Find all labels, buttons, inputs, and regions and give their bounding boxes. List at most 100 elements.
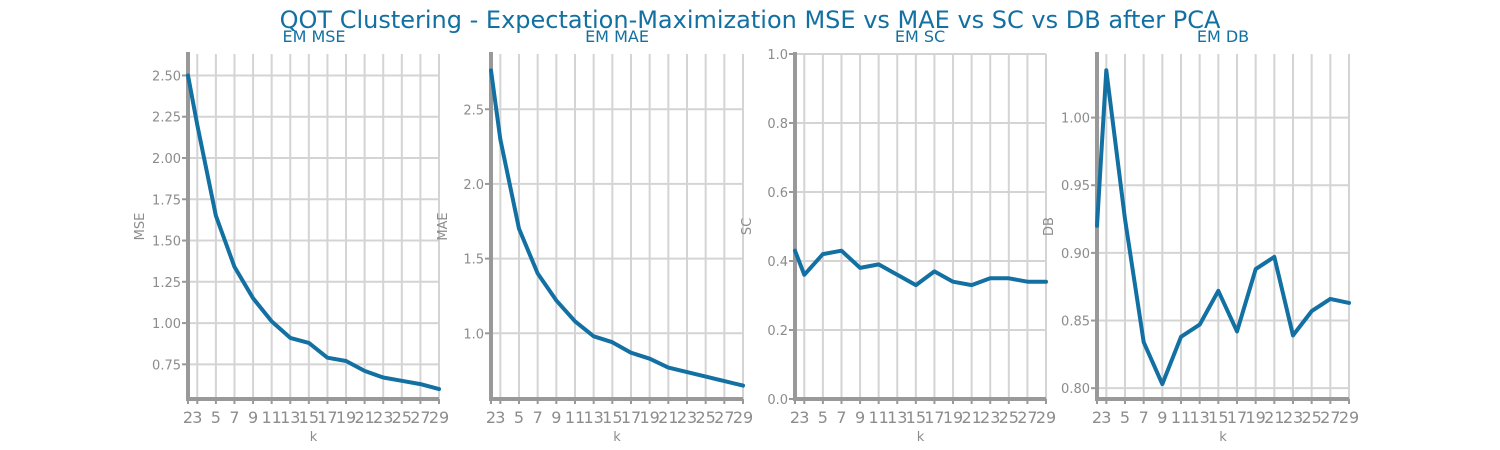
chart-panel-mae: 1.01.52.02.52 3 5 7 9 11131517192123252729EM …: [436, 27, 753, 445]
y-tick-label: 2.50: [152, 69, 181, 84]
y-tick-label: 0.95: [1061, 179, 1090, 194]
x-tick-label: 5: [1120, 408, 1130, 427]
x-tick-label: 3: [495, 408, 505, 427]
y-tick-label: 2.5: [463, 103, 484, 118]
chart-panels: 0.751.001.251.501.752.002.252.502 3 5 7 9 111…: [133, 27, 1359, 445]
x-tick-label: 19: [943, 408, 963, 427]
x-tick-label: 3: [799, 408, 809, 427]
x-tick-label: 21: [1264, 408, 1284, 427]
x-tick-label: 21: [658, 408, 678, 427]
x-tick-label: 29: [429, 408, 449, 427]
x-tick-label: 25: [695, 408, 715, 427]
x-tick-label: 13: [583, 408, 603, 427]
panel-title: EM DB: [1197, 27, 1249, 46]
y-tick-label: 1.25: [152, 276, 181, 291]
y-tick-label: 0.80: [1061, 382, 1090, 397]
y-tick-label: 2.0: [463, 178, 484, 193]
series-line-db: [1095, 68, 1351, 387]
x-tick-label: 2: [790, 408, 800, 427]
x-tick-label: 23: [1283, 408, 1303, 427]
x-tick-label: 3: [192, 408, 202, 427]
x-tick-label: 29: [1036, 408, 1056, 427]
y-tick-label: 1.0: [767, 48, 788, 63]
x-tick-label: 9: [1157, 408, 1167, 427]
y-tick-label: 1.00: [1061, 112, 1090, 127]
x-tick-label: 2: [183, 408, 193, 427]
x-tick-label: 13: [887, 408, 907, 427]
x-tick-label: 11: [261, 408, 281, 427]
x-tick-label: 9: [855, 408, 865, 427]
y-axis-label: MSE: [133, 213, 148, 241]
x-tick-label: 25: [392, 408, 412, 427]
y-tick-label: 1.75: [152, 193, 181, 208]
x-tick-label: 27: [1017, 408, 1037, 427]
x-tick-label: 29: [733, 408, 753, 427]
y-tick-label: 2.25: [152, 111, 181, 126]
y-tick-label: 0.8: [767, 117, 788, 132]
x-tick-label: 23: [373, 408, 393, 427]
x-tick-label: 17: [924, 408, 944, 427]
y-axis-label: DB: [1042, 217, 1057, 236]
x-tick-label: 3: [1101, 408, 1111, 427]
x-tick-label: 5: [514, 408, 524, 427]
x-axis-label: k: [917, 430, 925, 445]
y-tick-label: 0.6: [767, 186, 788, 201]
x-tick-label: 11: [565, 408, 585, 427]
x-tick-label: 7: [229, 408, 239, 427]
chart-panel-sc: 0.00.20.40.60.81.02 3 5 7 9 11131517192123252…: [740, 27, 1056, 445]
x-tick-label: 29: [1339, 408, 1359, 427]
y-tick-label: 1.00: [152, 317, 181, 332]
x-tick-label: 9: [551, 408, 561, 427]
y-axis-label: MAE: [436, 212, 451, 240]
x-axis-label: k: [613, 430, 621, 445]
x-tick-label: 27: [410, 408, 430, 427]
x-tick-label: 25: [1301, 408, 1321, 427]
x-tick-label: 21: [354, 408, 374, 427]
x-tick-label: 15: [1208, 408, 1228, 427]
x-tick-label: 13: [280, 408, 300, 427]
x-tick-label: 7: [533, 408, 543, 427]
x-tick-label: 17: [621, 408, 641, 427]
x-tick-label: 5: [818, 408, 828, 427]
x-tick-label: 27: [1320, 408, 1340, 427]
x-tick-label: 25: [999, 408, 1019, 427]
series-line-mae: [489, 68, 745, 388]
x-axis-label: k: [310, 430, 318, 445]
y-tick-label: 0.2: [767, 324, 788, 339]
panel-title: EM MSE: [282, 27, 345, 46]
y-tick-label: 1.0: [463, 327, 484, 342]
chart-panel-db: 0.800.850.900.951.002 3 5 7 9 111315171921232…: [1042, 27, 1359, 445]
y-tick-label: 1.50: [152, 235, 181, 250]
x-tick-label: 15: [906, 408, 926, 427]
panel-title: EM MAE: [585, 27, 649, 46]
y-tick-label: 1.5: [463, 253, 484, 268]
x-tick-label: 15: [602, 408, 622, 427]
series-line-mse: [186, 73, 441, 392]
x-tick-label: 27: [714, 408, 734, 427]
x-tick-label: 21: [961, 408, 981, 427]
y-tick-label: 0.4: [767, 255, 788, 270]
y-axis-label: SC: [740, 218, 755, 235]
x-tick-label: 15: [299, 408, 319, 427]
chart-panel-mse: 0.751.001.251.501.752.002.252.502 3 5 7 9 111…: [133, 27, 449, 445]
x-axis-label: k: [1219, 430, 1227, 445]
x-tick-label: 17: [317, 408, 337, 427]
x-tick-label: 7: [1139, 408, 1149, 427]
x-tick-label: 2: [486, 408, 496, 427]
figure-title: QOT Clustering - Expectation-Maximizatio…: [280, 6, 1221, 34]
y-tick-label: 2.00: [152, 152, 181, 167]
x-tick-label: 23: [677, 408, 697, 427]
x-tick-label: 13: [1189, 408, 1209, 427]
x-tick-label: 7: [836, 408, 846, 427]
x-tick-label: 11: [1171, 408, 1191, 427]
series-line-sc: [793, 248, 1048, 288]
y-tick-label: 0.0: [767, 393, 788, 408]
x-tick-label: 9: [248, 408, 258, 427]
x-tick-label: 17: [1227, 408, 1247, 427]
x-tick-label: 19: [1245, 408, 1265, 427]
x-tick-label: 19: [336, 408, 356, 427]
panel-title: EM SC: [895, 27, 945, 46]
x-tick-label: 11: [868, 408, 888, 427]
y-tick-label: 0.85: [1061, 315, 1090, 330]
